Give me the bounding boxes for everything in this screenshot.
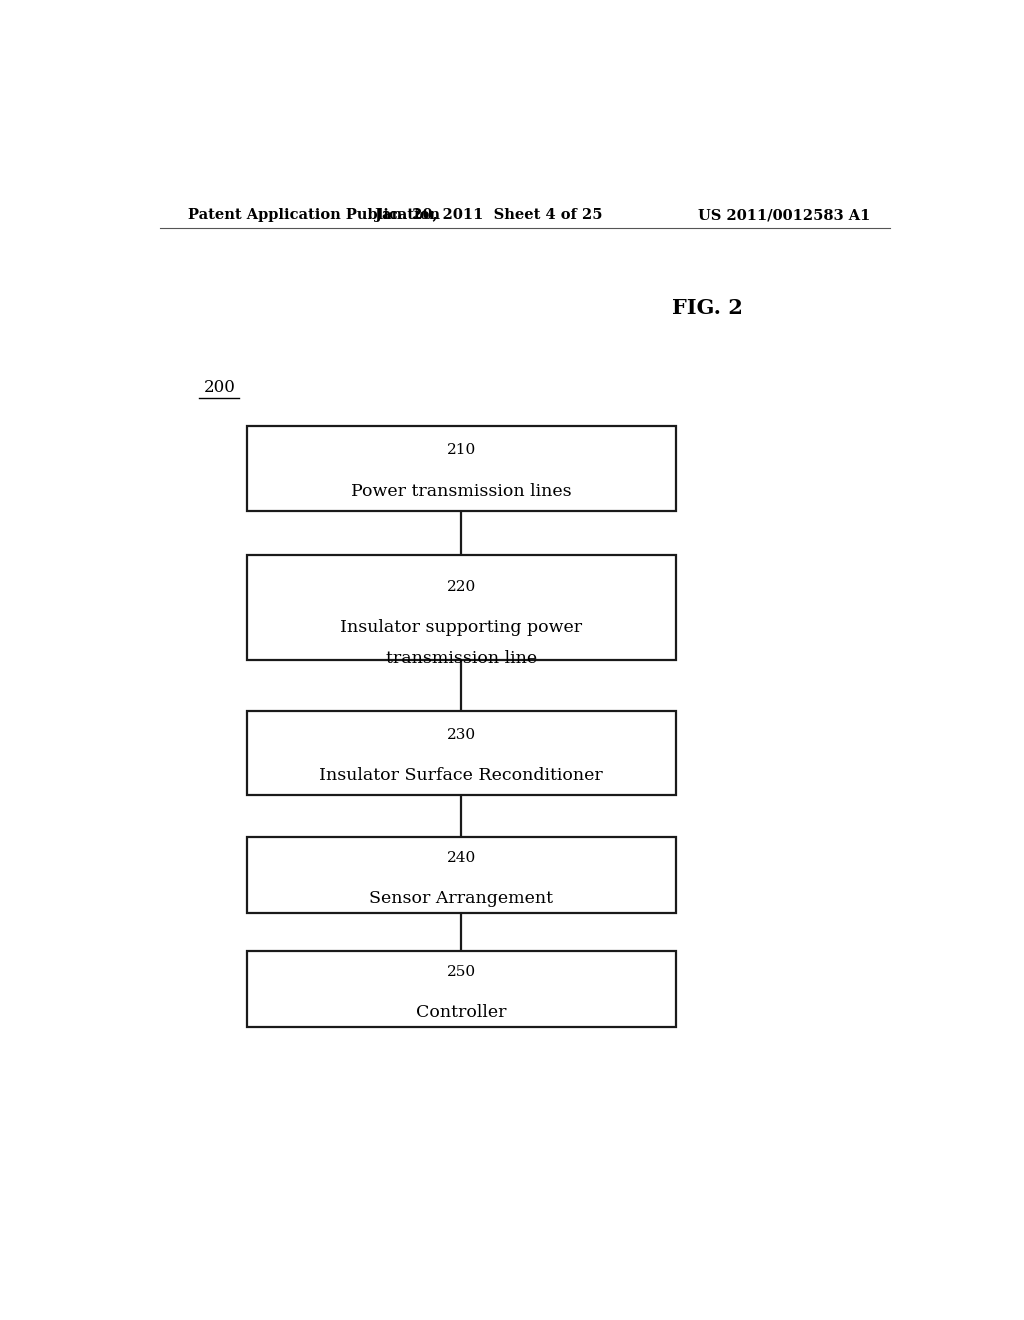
Text: Insulator supporting power: Insulator supporting power bbox=[340, 619, 583, 636]
Bar bbox=[247, 426, 676, 511]
Text: Insulator Surface Reconditioner: Insulator Surface Reconditioner bbox=[319, 767, 603, 784]
Text: 210: 210 bbox=[446, 444, 476, 458]
Text: 250: 250 bbox=[446, 965, 476, 979]
Text: Jan. 20, 2011  Sheet 4 of 25: Jan. 20, 2011 Sheet 4 of 25 bbox=[376, 209, 603, 222]
Text: 240: 240 bbox=[446, 851, 476, 865]
Bar bbox=[247, 950, 676, 1027]
Text: Patent Application Publication: Patent Application Publication bbox=[187, 209, 439, 222]
Text: US 2011/0012583 A1: US 2011/0012583 A1 bbox=[697, 209, 870, 222]
Bar bbox=[247, 556, 676, 660]
Text: 200: 200 bbox=[204, 379, 236, 396]
Text: 220: 220 bbox=[446, 579, 476, 594]
Text: Power transmission lines: Power transmission lines bbox=[351, 483, 571, 500]
Text: Sensor Arrangement: Sensor Arrangement bbox=[370, 891, 553, 907]
Text: FIG. 2: FIG. 2 bbox=[672, 298, 742, 318]
Text: Controller: Controller bbox=[416, 1005, 507, 1022]
Bar bbox=[247, 710, 676, 795]
Text: 230: 230 bbox=[446, 729, 476, 742]
Bar bbox=[247, 837, 676, 913]
Text: transmission line: transmission line bbox=[386, 649, 537, 667]
